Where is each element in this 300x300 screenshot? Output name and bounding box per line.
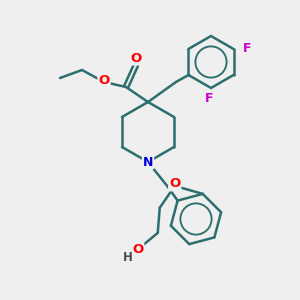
Text: F: F [243,43,252,56]
Text: O: O [169,177,180,190]
Text: F: F [205,92,213,104]
Text: O: O [98,74,110,88]
Text: O: O [130,52,142,64]
Text: H: H [123,251,133,264]
Text: N: N [143,155,153,169]
Text: O: O [132,243,143,256]
